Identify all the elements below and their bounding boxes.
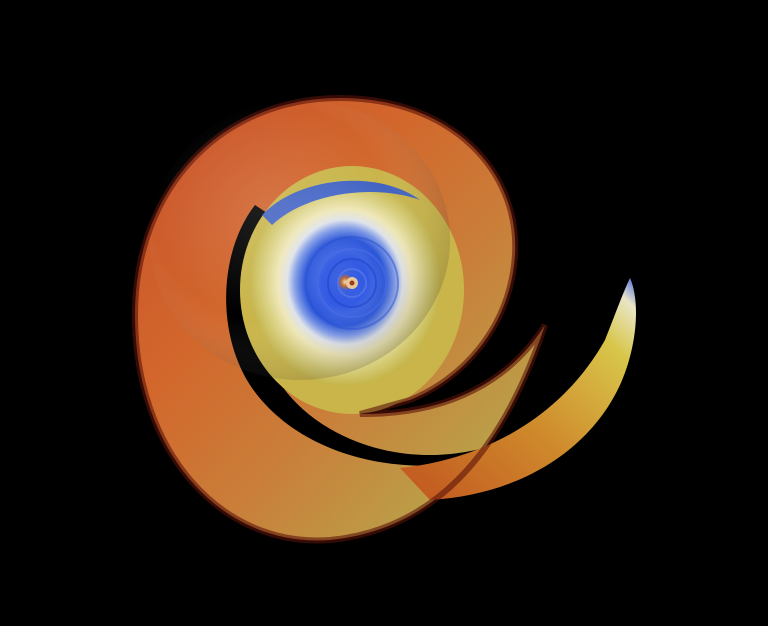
outer-edge-shade	[131, 94, 548, 544]
core-dot	[349, 280, 355, 286]
highlight-overlay	[150, 100, 450, 380]
spiral-tail	[400, 278, 636, 500]
core-ripples	[305, 236, 399, 330]
